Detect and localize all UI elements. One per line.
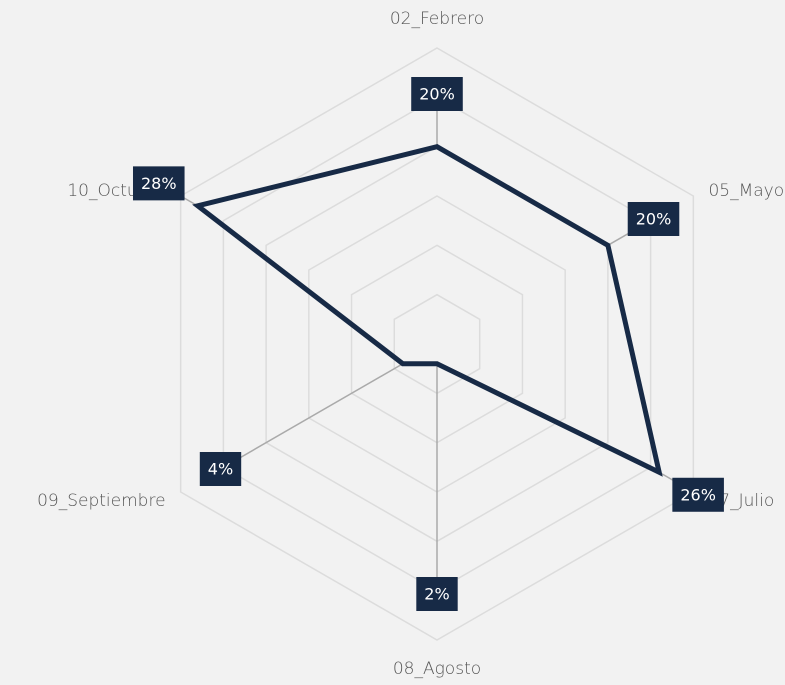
value-label-box [132, 166, 185, 201]
category-label: 05_Mayo [708, 181, 784, 201]
value-label: 26% [680, 485, 716, 504]
category-label: 08_Agosto [393, 659, 481, 679]
value-label-box [416, 577, 458, 611]
value-label-box [672, 477, 724, 512]
value-label: 2% [424, 585, 449, 604]
data-line [192, 143, 663, 477]
value-label: 20% [636, 210, 672, 229]
category-label: 02_Febrero [390, 9, 484, 29]
value-label-box [411, 77, 463, 111]
value-label: 20% [419, 85, 455, 104]
value-label-box [199, 452, 242, 486]
value-label: 28% [141, 174, 177, 193]
value-label-box [627, 202, 680, 236]
leader-line [220, 363, 404, 470]
value-label: 4% [208, 460, 233, 479]
category-label: 07_Julio [708, 491, 774, 511]
category-label: 09_Septiembre [37, 491, 165, 511]
